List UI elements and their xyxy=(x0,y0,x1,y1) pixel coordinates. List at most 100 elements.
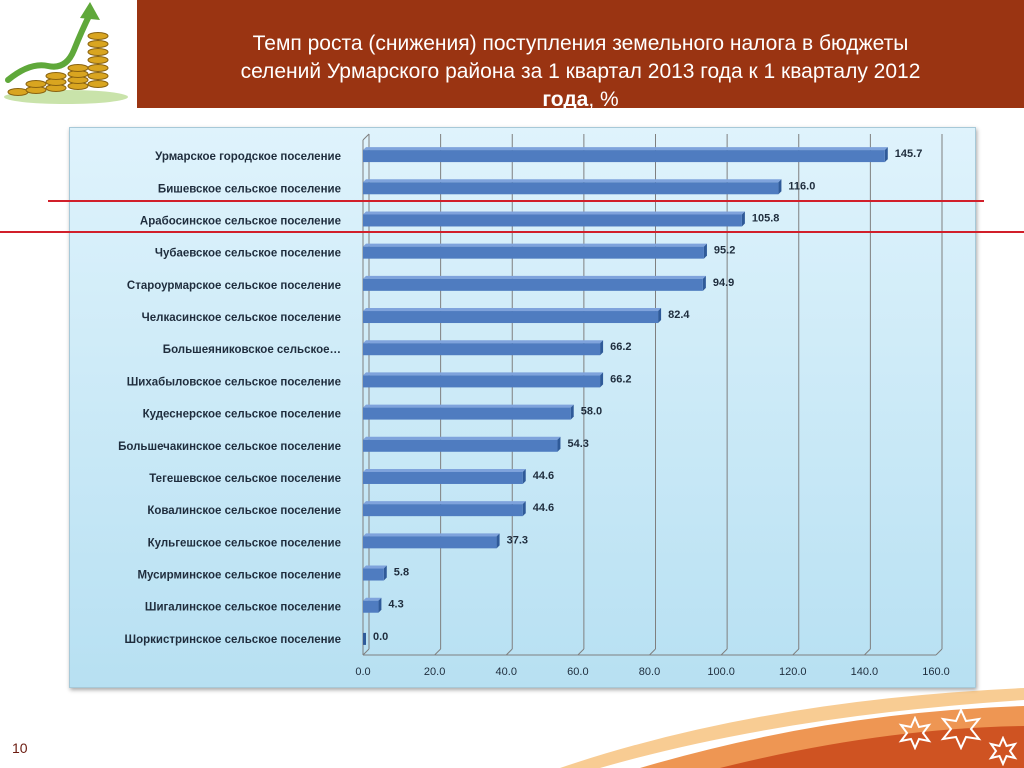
title-line-1: Темп роста (снижения) поступления земель… xyxy=(252,32,909,55)
bar-side xyxy=(703,243,707,259)
title-line-3-rest: , % xyxy=(588,88,619,111)
gridline-floor xyxy=(864,648,871,656)
bar-top xyxy=(363,501,526,505)
bar-side xyxy=(778,179,782,195)
category-label: Большеяниковское сельское… xyxy=(163,344,341,356)
bar-side xyxy=(570,404,574,420)
category-label: Тегешевское сельское поселение xyxy=(149,473,341,485)
category-label: Большечакинское сельское поселение xyxy=(118,441,341,453)
bar-side xyxy=(884,147,888,163)
value-label: 116.0 xyxy=(788,180,815,192)
guide-line-bottom xyxy=(0,231,1024,233)
value-label: 94.9 xyxy=(713,277,734,289)
gridline-floor xyxy=(434,648,441,656)
bar xyxy=(363,246,704,259)
title-line-2: селений Урмарского района за 1 квартал 2… xyxy=(240,60,921,83)
bar-side xyxy=(741,211,745,227)
bar xyxy=(363,150,885,163)
value-label: 95.2 xyxy=(714,245,735,257)
bar-side xyxy=(600,372,604,388)
category-label: Кульгешское сельское поселение xyxy=(148,537,341,549)
gridline-floor xyxy=(649,648,656,656)
category-label: Кудеснерское сельское поселение xyxy=(143,409,341,421)
category-label: Мусирминское сельское поселение xyxy=(137,570,341,582)
x-tick-label: 140.0 xyxy=(851,666,879,678)
page-number: 10 xyxy=(12,740,28,756)
bar-side xyxy=(522,501,526,517)
category-label: Бишевское сельское поселение xyxy=(158,183,341,195)
category-label: Чубаевское сельское поселение xyxy=(155,248,341,260)
category-label: Староурмарское сельское поселение xyxy=(127,280,341,292)
gridline-floor xyxy=(720,648,728,656)
value-label: 66.2 xyxy=(610,373,631,385)
category-label: Челкасинское сельское поселение xyxy=(142,312,341,324)
title-bar xyxy=(137,0,1024,108)
bar-side xyxy=(600,340,604,356)
value-label: 82.4 xyxy=(668,309,690,321)
bar xyxy=(363,471,523,484)
gridline-floor xyxy=(505,648,513,656)
bar xyxy=(363,311,659,324)
guide-line-top xyxy=(48,200,984,202)
bar xyxy=(363,439,558,452)
category-label: Арабосинское сельское поселение xyxy=(140,215,341,227)
category-label: Шоркистринское сельское поселение xyxy=(125,634,341,646)
bar-top xyxy=(363,436,561,440)
bar xyxy=(363,504,523,517)
bar xyxy=(363,407,571,420)
bar-side xyxy=(496,533,500,549)
bar-top xyxy=(363,243,707,247)
bar-top xyxy=(363,179,782,183)
bar-top xyxy=(363,275,706,279)
x-tick-label: 80.0 xyxy=(639,666,660,678)
category-label: Ковалинское сельское поселение xyxy=(147,505,341,517)
value-label: 66.2 xyxy=(610,341,631,353)
bar-side xyxy=(522,468,526,484)
category-label: Урмарское городское поселение xyxy=(155,151,341,163)
gridline-floor xyxy=(577,648,585,656)
decorative-star-icon xyxy=(898,716,932,750)
bar-side xyxy=(658,308,662,324)
bar-top xyxy=(363,468,526,472)
value-label: 105.8 xyxy=(752,212,780,224)
bar-top xyxy=(363,340,604,344)
chart-root: 0.0 20.0 40.0 60.0 80.0 100.0 120.0 140.0 160.0 У… xyxy=(118,133,950,678)
bar-side xyxy=(702,275,706,291)
bar xyxy=(363,600,379,613)
chart-panel: 0.0 20.0 40.0 60.0 80.0 100.0 120.0 140.0 160.0 У… xyxy=(69,127,976,688)
bar xyxy=(363,568,384,581)
bar-side xyxy=(378,597,382,613)
bar-top xyxy=(363,597,382,601)
x-tick-label: 100.0 xyxy=(707,666,735,678)
x-tick-label: 0.0 xyxy=(355,666,370,678)
bar-top xyxy=(363,211,745,215)
value-label: 44.6 xyxy=(533,470,554,482)
gridline-floor xyxy=(935,648,943,656)
x-tick-label: 60.0 xyxy=(567,666,588,678)
bar-top xyxy=(363,565,387,569)
x-tick-label: 160.0 xyxy=(922,666,950,678)
value-label: 145.7 xyxy=(895,148,923,160)
bar xyxy=(363,632,366,645)
category-label: Шигалинское сельское поселение xyxy=(145,602,341,614)
value-label: 54.3 xyxy=(567,438,588,450)
bar-top xyxy=(363,372,604,376)
gridline-floor xyxy=(362,648,370,656)
bar-top xyxy=(363,147,888,151)
bar xyxy=(363,343,601,356)
bar xyxy=(363,278,703,291)
decorative-star-icon xyxy=(988,736,1018,766)
value-label: 0.0 xyxy=(373,631,388,643)
x-tick-label: 20.0 xyxy=(424,666,445,678)
x-tick-label: 40.0 xyxy=(496,666,517,678)
bar xyxy=(363,375,601,388)
category-label: Шихабыловское сельское поселение xyxy=(127,376,341,388)
value-label: 4.3 xyxy=(388,599,403,611)
gridline-floor xyxy=(792,648,800,656)
bar-side xyxy=(557,436,561,452)
decorative-star-icon xyxy=(940,708,982,750)
y-axis-top-edge xyxy=(362,133,370,141)
bar-top xyxy=(363,308,662,312)
title-line-3: года, % xyxy=(137,86,1024,114)
value-label: 58.0 xyxy=(581,406,602,418)
